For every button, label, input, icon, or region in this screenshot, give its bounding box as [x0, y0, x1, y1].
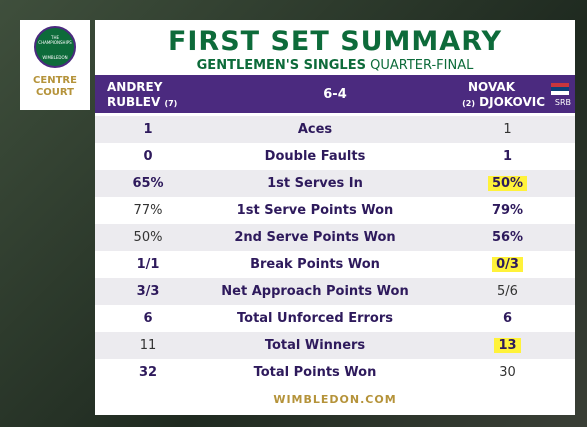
stat-row: 32 Total Points Won 30 — [95, 359, 575, 386]
left-value-text: 1 — [143, 122, 153, 137]
right-value-text: 1 — [502, 149, 513, 164]
stat-name-text: 2nd Serve Points Won — [234, 230, 396, 245]
left-value-text: 50% — [133, 230, 163, 245]
left-last: RUBLEV — [107, 95, 161, 109]
left-value: 77% — [95, 197, 201, 224]
right-seed: (2) — [462, 99, 475, 108]
stat-name: Break Points Won — [195, 251, 435, 278]
country: SRB — [554, 98, 571, 107]
right-value: 13 — [440, 332, 575, 359]
stat-name-text: Net Approach Points Won — [221, 284, 409, 299]
stat-name-text: 1st Serve Points Won — [236, 203, 394, 218]
side-panel: THE CHAMPIONSHIPS WIMBLEDON CENTRE COURT — [20, 20, 90, 110]
left-value-text: 1/1 — [136, 257, 160, 272]
stat-row: 1/1 Break Points Won 0/3 — [95, 251, 575, 278]
right-value: 6 — [440, 305, 575, 332]
right-first: NOVAK — [468, 80, 515, 94]
player-bar: ANDREY RUBLEV (7) 6-4 NOVAK (2) DJOKOVIC… — [95, 75, 575, 113]
left-value: 32 — [95, 359, 201, 386]
stat-row: 77% 1st Serve Points Won 79% — [95, 197, 575, 224]
right-value: 30 — [440, 359, 575, 386]
left-value: 1/1 — [95, 251, 201, 278]
right-value-text: 0/3 — [492, 257, 523, 272]
stat-name-text: Break Points Won — [250, 257, 380, 272]
left-seed: (7) — [164, 99, 178, 108]
flag — [551, 83, 569, 95]
right-value-text: 5/6 — [497, 284, 518, 299]
right-value: 5/6 — [440, 278, 575, 305]
left-value: 50% — [95, 224, 201, 251]
stat-name: 1st Serve Points Won — [195, 197, 435, 224]
stat-name: 1st Serves In — [195, 170, 435, 197]
stat-row: 65% 1st Serves In 50% — [95, 170, 575, 197]
stat-row: 0 Double Faults 1 — [95, 143, 575, 170]
left-value: 6 — [95, 305, 201, 332]
right-value-text: 1 — [503, 122, 512, 137]
stat-row: 1 Aces 1 — [95, 116, 575, 143]
left-value-text: 65% — [132, 176, 164, 191]
right-last: DJOKOVIC — [479, 95, 545, 109]
left-value-text: 11 — [139, 338, 157, 353]
stat-row: 50% 2nd Serve Points Won 56% — [95, 224, 575, 251]
stat-name: Total Points Won — [195, 359, 435, 386]
right-value-text: 79% — [491, 203, 524, 218]
stat-name-text: Total Winners — [264, 338, 366, 353]
logo-top: THE CHAMPIONSHIPS — [38, 35, 72, 45]
left-value: 3/3 — [95, 278, 201, 305]
stat-name: 2nd Serve Points Won — [195, 224, 435, 251]
score: 6-4 — [323, 87, 347, 102]
left-value-text: 6 — [143, 311, 153, 326]
right-value: 56% — [440, 224, 575, 251]
right-value: 1 — [440, 143, 575, 170]
stat-name-text: 1st Serves In — [267, 176, 363, 191]
court-name: COURT — [35, 87, 75, 98]
round: QUARTER-FINAL — [370, 58, 474, 73]
footer: WIMBLEDON.COM — [273, 393, 397, 406]
stat-row: 3/3 Net Approach Points Won 5/6 — [95, 278, 575, 305]
right-value: 0/3 — [440, 251, 575, 278]
stat-row: 6 Total Unforced Errors 6 — [95, 305, 575, 332]
stat-name: Total Winners — [195, 332, 435, 359]
stat-name-text: Aces — [297, 122, 333, 137]
left-value: 11 — [95, 332, 201, 359]
left-value: 65% — [95, 170, 201, 197]
stat-row: 11 Total Winners 13 — [95, 332, 575, 359]
right-value-text: 56% — [491, 230, 524, 245]
right-value: 50% — [440, 170, 575, 197]
court-name: CENTRE — [33, 75, 77, 86]
right-value-text: 30 — [499, 365, 516, 380]
right-value: 1 — [440, 116, 575, 143]
left-value: 1 — [95, 116, 201, 143]
event: GENTLEMEN'S SINGLES — [196, 58, 366, 73]
subtitle: GENTLEMEN'S SINGLES QUARTER-FINAL — [95, 58, 575, 73]
left-value-text: 32 — [138, 365, 158, 380]
logo-bottom: WIMBLEDON — [42, 55, 68, 60]
title: FIRST SET SUMMARY — [167, 26, 503, 57]
left-value: 0 — [95, 143, 201, 170]
right-value-text: 13 — [494, 338, 521, 353]
stat-name: Double Faults — [195, 143, 435, 170]
stat-name-text: Double Faults — [264, 149, 366, 164]
left-value-text: 0 — [143, 149, 153, 164]
summary-panel: FIRST SET SUMMARY GENTLEMEN'S SINGLES QU… — [95, 20, 575, 415]
right-value-text: 6 — [502, 311, 513, 326]
stat-name-text: Total Unforced Errors — [237, 311, 393, 326]
stat-name: Total Unforced Errors — [195, 305, 435, 332]
left-value-text: 77% — [133, 203, 163, 218]
stat-name-text: Total Points Won — [253, 365, 377, 380]
right-value-text: 50% — [487, 176, 528, 191]
stat-name: Net Approach Points Won — [195, 278, 435, 305]
left-first: ANDREY — [107, 80, 163, 94]
logo: THE CHAMPIONSHIPS WIMBLEDON — [34, 26, 76, 68]
stat-name: Aces — [195, 116, 435, 143]
left-value-text: 3/3 — [136, 284, 160, 299]
right-value: 79% — [440, 197, 575, 224]
